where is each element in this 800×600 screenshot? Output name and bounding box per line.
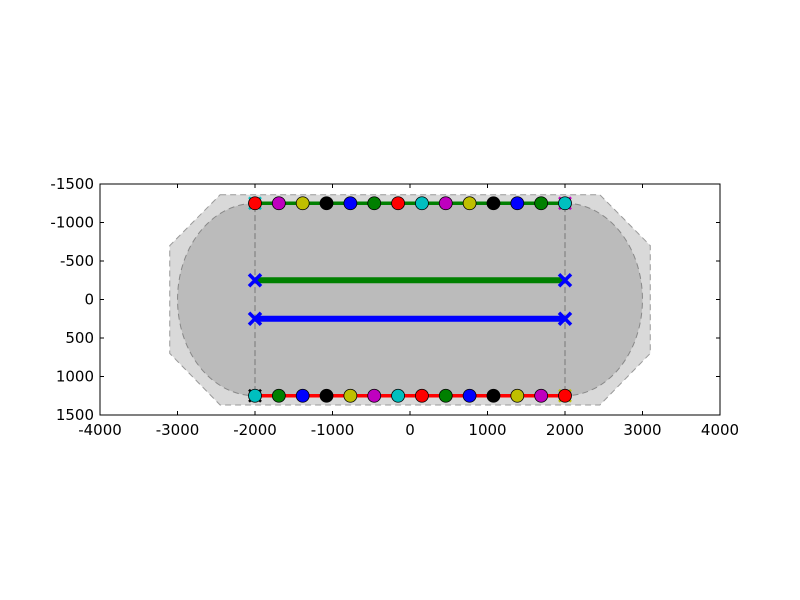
circle-marker	[534, 196, 549, 211]
y-tick-label: -500	[60, 252, 94, 270]
circle-marker	[558, 388, 572, 403]
y-tick-label: 0	[84, 291, 94, 309]
circle-marker	[438, 196, 453, 211]
x-tick-label: 2000	[546, 421, 584, 439]
x-tick-label: -3000	[156, 421, 200, 439]
circle-marker	[271, 196, 286, 211]
y-tick-label: 1000	[56, 368, 94, 386]
circle-marker	[367, 388, 382, 403]
circle-marker	[486, 388, 501, 403]
circle-marker	[510, 196, 525, 211]
circle-marker	[510, 388, 525, 403]
circle-marker	[343, 196, 358, 211]
circle-marker	[415, 196, 429, 211]
circle-marker	[391, 196, 405, 211]
x-tick-label: 3000	[623, 421, 661, 439]
circle-marker	[319, 196, 334, 211]
circle-marker	[486, 196, 501, 211]
circle-marker	[319, 388, 334, 403]
x-tick-label: -2000	[233, 421, 277, 439]
circle-marker	[271, 388, 286, 403]
circle-marker	[343, 388, 358, 403]
y-tick-label: 1500	[56, 406, 94, 424]
plot-area	[169, 194, 651, 406]
x-tick-label: -4000	[78, 421, 122, 439]
x-tick-label: -1000	[311, 421, 355, 439]
circle-marker	[534, 388, 549, 403]
x-tick-label: 0	[405, 421, 415, 439]
circle-marker	[367, 196, 382, 211]
circle-marker	[295, 388, 310, 403]
circle-marker	[248, 196, 262, 211]
x-marker	[557, 311, 573, 326]
circle-marker	[462, 388, 477, 403]
x-marker	[557, 273, 573, 288]
circle-marker	[438, 388, 453, 403]
x-tick-label: 1000	[468, 421, 506, 439]
circle-marker	[248, 388, 262, 403]
circle-marker	[415, 388, 429, 403]
circle-marker	[558, 196, 572, 211]
inner-region	[177, 202, 643, 397]
circle-marker	[295, 196, 310, 211]
x-marker	[247, 273, 263, 288]
circle-marker	[391, 388, 405, 403]
y-tick-label: -1000	[50, 214, 94, 232]
x-marker	[247, 311, 263, 326]
circle-marker	[462, 196, 477, 211]
y-tick-label: -1500	[50, 175, 94, 193]
x-tick-label: 4000	[701, 421, 739, 439]
y-tick-label: 500	[65, 329, 94, 347]
